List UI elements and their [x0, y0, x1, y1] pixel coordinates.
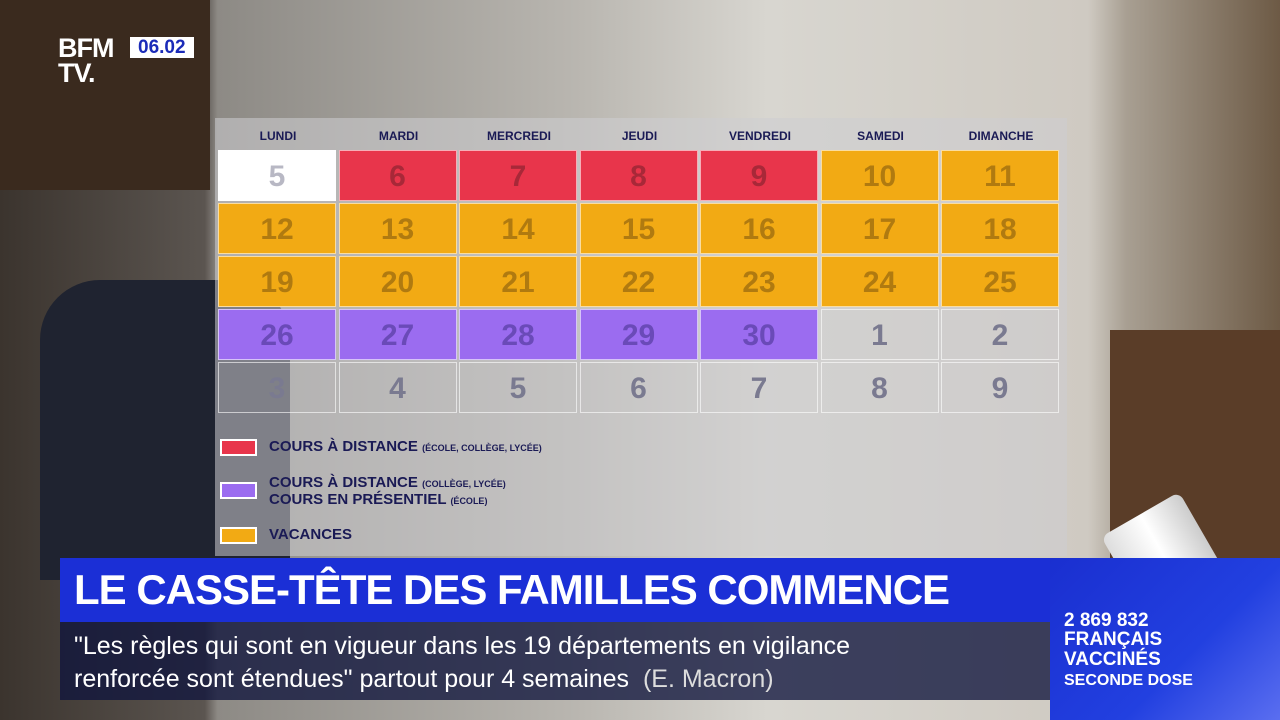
calendar-day-cell: 24 [820, 256, 939, 307]
day-header: MARDI [378, 129, 419, 143]
calendar-day-cell: 2 [941, 309, 1059, 360]
calendar-day-cell: 4 [338, 362, 457, 413]
calendar-day-cell: 26 [218, 309, 336, 360]
calendar-day-cell: 5 [459, 362, 577, 413]
ticker-line2: renforcée sont étendues" partout pour 4 … [74, 665, 630, 693]
calendar-day-cell: 8 [820, 362, 939, 413]
legend-label: COURS EN PRÉSENTIEL [269, 491, 447, 508]
legend-item-orange: VACANCES [220, 526, 352, 544]
calendar-day-cell: 7 [700, 362, 818, 413]
legend-swatch [220, 482, 257, 499]
calendar-day-cell: 28 [459, 309, 577, 360]
quote-ticker: "Les règles qui sont en vigueur dans les… [60, 622, 1050, 700]
calendar-day-cell: 5 [218, 150, 336, 201]
calendar-day-cell: 1 [820, 309, 939, 360]
legend-label: COURS À DISTANCE [269, 474, 418, 491]
vaccination-counter: 2 869 832 FRANÇAIS VACCINÉS SECONDE DOSE [1050, 558, 1280, 720]
calendar-day-cell: 30 [700, 309, 818, 360]
ticker-source: (E. Macron) [642, 665, 774, 693]
calendar-day-cell: 13 [338, 203, 457, 254]
legend-swatch [220, 439, 257, 456]
counter-label: VACCINÉS [1064, 649, 1161, 670]
counter-label: FRANÇAIS [1064, 629, 1163, 650]
calendar-day-cell: 7 [459, 150, 577, 201]
legend-label: COURS À DISTANCE [269, 438, 418, 455]
calendar-day-cell: 10 [820, 150, 939, 201]
legend-item-red: COURS À DISTANCE (ÉCOLE, COLLÈGE, LYCÉE) [220, 438, 542, 456]
calendar-day-cell: 11 [941, 150, 1059, 201]
day-header: SAMEDI [857, 129, 904, 143]
legend-note: (ÉCOLE) [450, 496, 488, 506]
day-header: DIMANCHE [968, 129, 1034, 143]
background-wall-decor [0, 0, 210, 190]
legend-note: (COLLÈGE, LYCÉE) [422, 479, 506, 489]
calendar-day-cell: 12 [218, 203, 336, 254]
calendar-day-cell: 27 [338, 309, 457, 360]
counter-sublabel: SECONDE DOSE [1064, 672, 1193, 689]
day-header: VENDREDI [728, 129, 791, 143]
calendar-day-cell: 19 [218, 256, 336, 307]
calendar-day-cell: 9 [941, 362, 1059, 413]
legend-note: (ÉCOLE, COLLÈGE, LYCÉE) [422, 443, 542, 453]
bfmtv-logo: BFM TV. [58, 33, 114, 88]
calendar-day-cell: 29 [579, 309, 698, 360]
calendar-day-cell: 20 [338, 256, 457, 307]
vaccinated-count: 2 869 832 [1064, 610, 1149, 631]
calendar-day-cell: 6 [338, 150, 457, 201]
calendar-day-cell: 6 [579, 362, 698, 413]
calendar-day-cell: 17 [820, 203, 939, 254]
calendar-day-cell: 8 [579, 150, 698, 201]
logo-line2: TV. [58, 58, 96, 88]
calendar-panel: COURS À DISTANCE (ÉCOLE, COLLÈGE, LYCÉE)… [215, 118, 1067, 556]
logo-line1: BFM [58, 33, 114, 63]
calendar-day-cell: 23 [700, 256, 818, 307]
calendar-day-cell: 16 [700, 203, 818, 254]
calendar-day-cell: 15 [579, 203, 698, 254]
calendar-day-cell: 18 [941, 203, 1059, 254]
calendar-day-cell: 25 [941, 256, 1059, 307]
legend-label: VACANCES [269, 526, 353, 543]
day-header: MERCREDI [486, 129, 551, 143]
day-header: JEUDI [621, 129, 658, 143]
day-header: LUNDI [259, 129, 297, 143]
ticker-line1: "Les règles qui sont en vigueur dans les… [74, 632, 851, 660]
calendar-day-cell: 22 [579, 256, 698, 307]
calendar-day-cell: 14 [459, 203, 577, 254]
headline-banner: LE CASSE-TÊTE DES FAMILLES COMMENCE [60, 558, 1050, 622]
calendar-day-cell: 9 [700, 150, 818, 201]
calendar-day-cell: 21 [459, 256, 577, 307]
legend-swatch [220, 527, 257, 544]
calendar-day-cell: 3 [218, 362, 336, 413]
legend-item-purple: COURS À DISTANCE (COLLÈGE, LYCÉE) COURS E… [220, 474, 506, 508]
date-badge: 06.02 [130, 37, 194, 58]
